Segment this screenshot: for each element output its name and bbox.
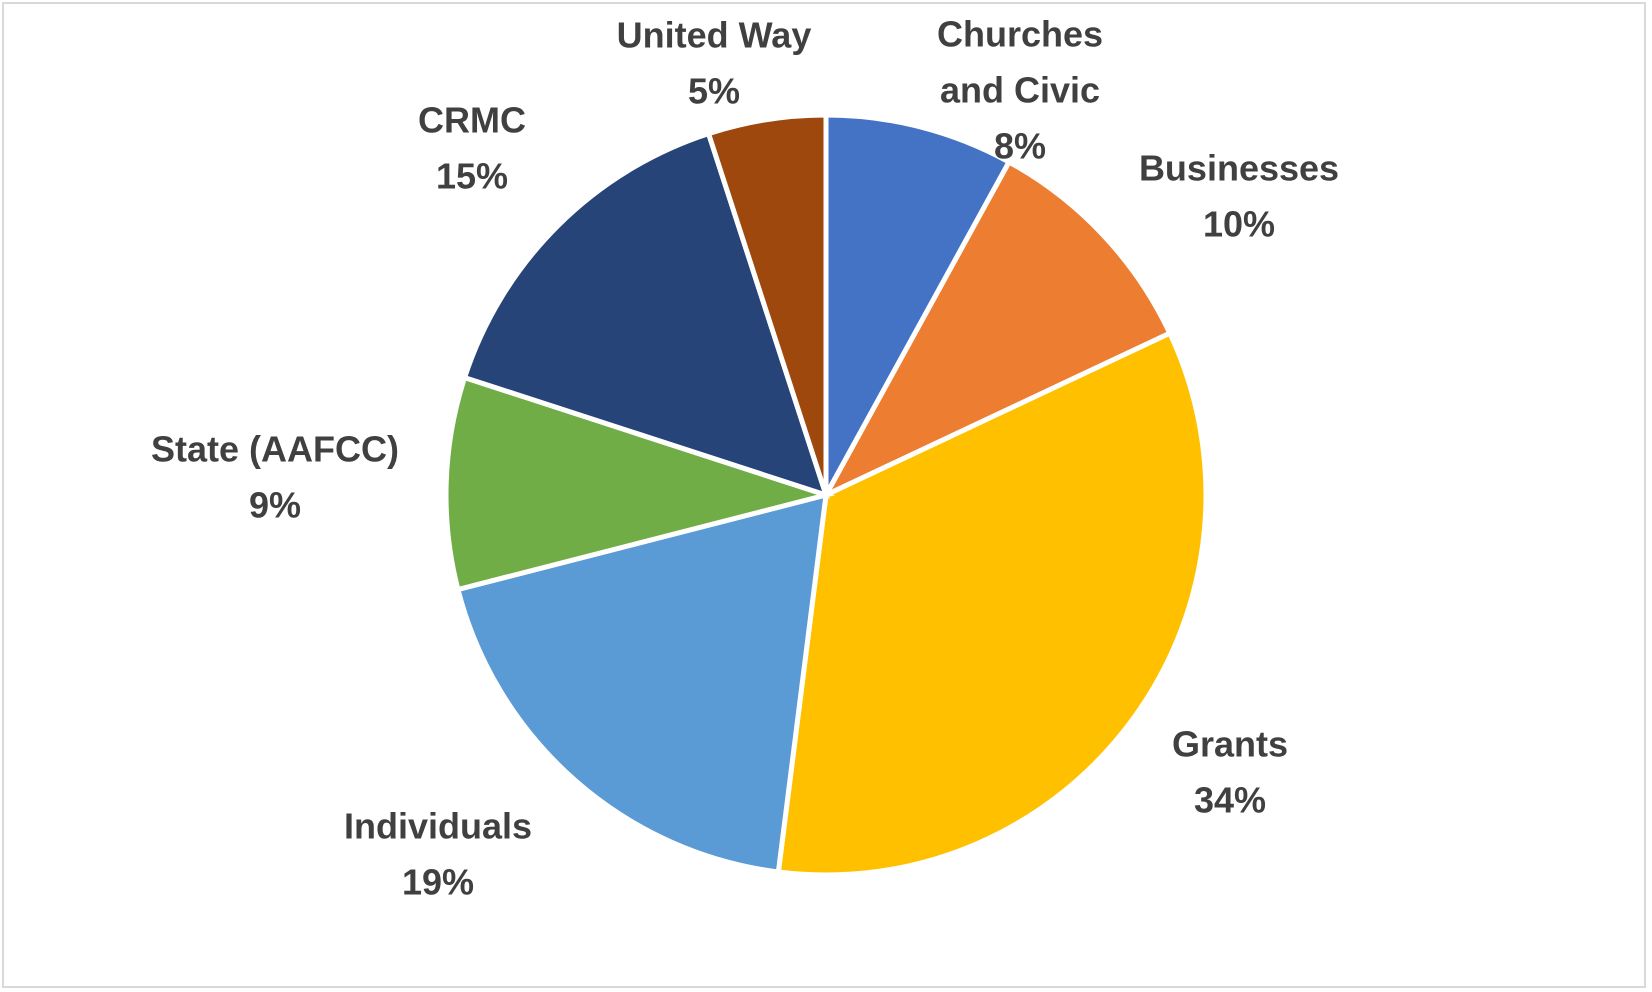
data-label-crmc: 15% bbox=[436, 156, 508, 197]
slice-churches-and-civic bbox=[823, 112, 1013, 497]
slice-united-way bbox=[705, 112, 829, 496]
slice-label-united-way: United Way bbox=[617, 15, 812, 56]
data-label-individuals: 19% bbox=[402, 862, 474, 903]
slice-label-churches-and-civic: Churches bbox=[937, 14, 1103, 55]
data-label-businesses: 10% bbox=[1203, 204, 1275, 245]
data-label-churches-and-civic: 8% bbox=[994, 126, 1046, 167]
slice-label-crmc: CRMC bbox=[418, 100, 526, 141]
data-label-grants: 34% bbox=[1194, 780, 1266, 821]
slice-grants bbox=[775, 329, 1209, 878]
slice-label-churches-and-civic-line2: and Civic bbox=[940, 70, 1100, 111]
slice-state-aafcc bbox=[443, 374, 835, 593]
slice-label-individuals: Individuals bbox=[344, 806, 532, 847]
slice-label-businesses: Businesses bbox=[1139, 148, 1339, 189]
pie-labels: Churches and Civic 8% Businesses 10% Grants 34… bbox=[151, 14, 1339, 903]
data-label-state-aafcc: 9% bbox=[249, 485, 301, 526]
slice-label-state-aafcc: State (AAFCC) bbox=[151, 429, 399, 470]
pie-slices bbox=[443, 112, 1209, 878]
data-label-united-way: 5% bbox=[688, 71, 740, 112]
slice-individuals bbox=[454, 491, 829, 875]
slice-label-grants: Grants bbox=[1172, 724, 1288, 765]
slice-businesses bbox=[820, 158, 1174, 501]
